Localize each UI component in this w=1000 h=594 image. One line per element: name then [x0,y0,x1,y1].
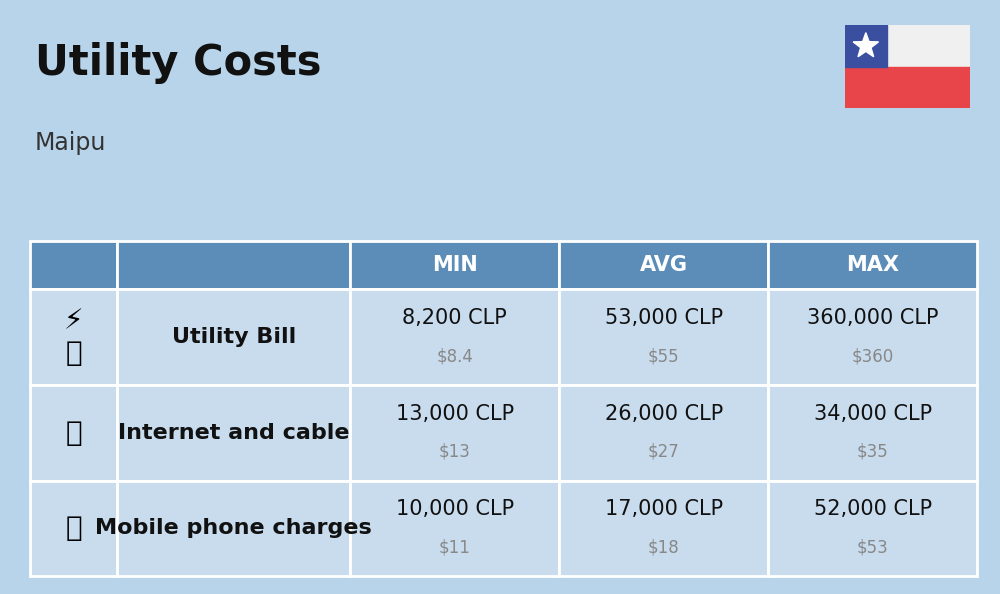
Text: $11: $11 [439,538,471,557]
Text: $53: $53 [857,538,889,557]
Text: $8.4: $8.4 [436,347,473,365]
Text: 13,000 CLP: 13,000 CLP [396,404,514,424]
Text: $55: $55 [648,347,679,365]
Text: 52,000 CLP: 52,000 CLP [814,500,932,519]
Text: 8,200 CLP: 8,200 CLP [402,308,507,328]
Text: Utility Costs: Utility Costs [35,42,322,84]
Text: 26,000 CLP: 26,000 CLP [605,404,723,424]
Text: Utility Bill: Utility Bill [172,327,296,347]
Text: 34,000 CLP: 34,000 CLP [814,404,932,424]
Text: Mobile phone charges: Mobile phone charges [95,519,372,538]
Text: $35: $35 [857,443,889,461]
Text: 360,000 CLP: 360,000 CLP [807,308,938,328]
Text: $18: $18 [648,538,680,557]
Text: AVG: AVG [640,255,688,275]
Text: Internet and cable: Internet and cable [118,423,350,443]
Text: 17,000 CLP: 17,000 CLP [605,500,723,519]
Text: $27: $27 [648,443,680,461]
Text: 📱: 📱 [65,514,82,542]
Text: 📶: 📶 [65,419,82,447]
Text: MAX: MAX [846,255,899,275]
Text: $360: $360 [852,347,894,365]
Text: $13: $13 [439,443,471,461]
Text: ⚡
🔧: ⚡ 🔧 [64,307,83,367]
Text: 10,000 CLP: 10,000 CLP [396,500,514,519]
Text: 53,000 CLP: 53,000 CLP [605,308,723,328]
Polygon shape [853,33,879,57]
Text: Maipu: Maipu [35,131,106,154]
Text: MIN: MIN [432,255,478,275]
Bar [887,25,970,67]
Bar [845,25,887,67]
Bar [845,67,970,109]
